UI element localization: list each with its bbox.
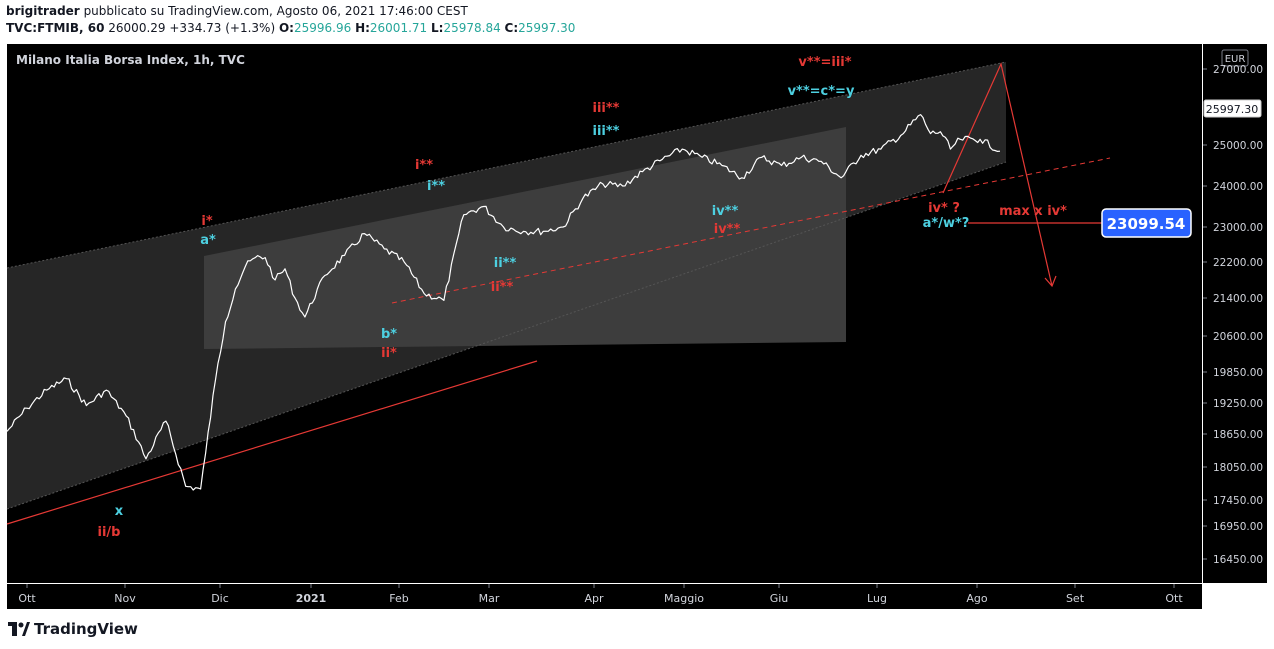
currency-box[interactable] [1221,49,1249,67]
last-price-box [1203,99,1262,118]
y-tick-label: 17450.00 [1213,495,1263,507]
wave-label-max-iv[interactable]: max x iv* [999,204,1067,219]
open-value: 25996.96 [293,21,352,35]
wave-label-ii-dstar-cyan[interactable]: ii** [494,256,517,271]
publish-info: brigitrader pubblicato su TradingView.co… [6,4,468,18]
wave-label-iv-dstar-cyan[interactable]: iv** [712,204,739,219]
wave-label-a-star[interactable]: a* [200,233,216,248]
wave-label-iv-dstar-red[interactable]: iv** [714,222,741,237]
inner-channel [204,127,846,349]
y-axis-labels: 27000.00 25000.00 24000.00 23000.00 22200.00… [1203,64,1263,566]
x-tick-label: Maggio [664,592,704,605]
y-tick-label: 16950.00 [1213,521,1263,533]
wave-label-b-star[interactable]: b* [381,327,397,342]
close-label: C: [504,21,519,35]
price-change: +334.73 (+1.3%) [169,21,276,35]
symbol-label: TVC:FTMIB, 60 [6,21,105,35]
footer-brand: TradingView [8,620,138,638]
last-price-label: 25997.30 [1206,103,1259,116]
brand-name[interactable]: TradingView [34,620,138,638]
y-tick-label: 27000.00 [1213,64,1263,76]
y-tick-label: 25000.00 [1213,140,1263,152]
wave-label-ii-star[interactable]: ii* [381,346,397,361]
x-tick-label: Ott [1165,592,1183,605]
wave-label-iii-dstar-cyan[interactable]: iii** [593,124,620,139]
y-tick-label: 18050.00 [1213,462,1263,474]
y-tick-label: 23000.00 [1213,222,1263,234]
high-label: H: [355,21,370,35]
wave-label-i-star[interactable]: i* [201,214,212,229]
x-tick-label: Dic [211,592,229,605]
x-tick-label: Lug [867,592,887,605]
wave-label-v-top-red[interactable]: v**=iii* [798,55,851,70]
last-price: 26000.29 [108,21,166,35]
wave-labels: x ii/b i* a* b* ii* i** i** ii** ii** ii… [98,55,1068,540]
currency-label: EUR [1225,54,1246,65]
wave-label-v-top-cyan[interactable]: v**=c*=y [788,84,855,99]
y-tick-label: 22200.00 [1213,257,1263,269]
open-label: O: [278,21,294,35]
chart-title: Milano Italia Borsa Index, 1h, TVC [16,53,245,67]
y-tick-label: 19250.00 [1213,398,1263,410]
publish-date: pubblicato su TradingView.com, Agosto 06… [83,4,468,18]
ohlc-bar: TVC:FTMIB, 60 26000.29 +334.73 (+1.3%) O… [6,21,575,35]
low-value: 25978.84 [443,21,501,35]
x-tick-label: Nov [114,592,136,605]
tradingview-logo-icon [8,622,30,636]
wave-label-i-dstar-red[interactable]: i** [415,158,433,173]
y-tick-label: 24000.00 [1213,181,1263,193]
target-badge[interactable] [1101,208,1192,238]
y-tick-label: 19850.00 [1213,367,1263,379]
wave-label-ii-b[interactable]: ii/b [98,525,121,540]
channel-lower-line [6,161,1007,510]
author-name[interactable]: brigitrader [6,4,80,18]
support-trendline[interactable] [6,360,538,525]
x-axis-labels: Ott Nov Dic 2021 Feb Mar Apr Maggio Giu Lug Ago Set… [18,584,1183,605]
high-value: 26001.71 [369,21,428,35]
wave-label-ii-dstar-red[interactable]: ii** [491,280,514,295]
y-tick-label: 21400.00 [1213,293,1263,305]
wave-label-i-dstar-cyan[interactable]: i** [427,179,445,194]
y-tick-label: 20600.00 [1213,331,1263,343]
projection-path[interactable] [942,62,1053,287]
x-tick-label: Set [1066,592,1085,605]
time-axis[interactable] [7,584,1202,609]
target-value: 23099.54 [1107,215,1186,233]
price-series-line [6,113,1001,491]
x-tick-label: Apr [584,592,604,605]
x-tick-label: Giu [770,592,789,605]
projection-arrow-icon [1044,275,1057,288]
y-tick-label: 16450.00 [1213,554,1263,566]
wave-label-a-w-q[interactable]: a*/w*? [923,216,970,231]
wave-label-iv-star-q[interactable]: iv* ? [928,201,960,216]
close-value: 25997.30 [518,21,576,35]
y-tick-label: 18650.00 [1213,429,1263,441]
x-tick-label: Feb [389,592,408,605]
wave-label-iii-dstar-red[interactable]: iii** [593,101,620,116]
low-label: L: [431,21,444,35]
x-tick-label: 2021 [296,592,327,605]
price-chart[interactable]: Milano Italia Borsa Index, 1h, TVC EUR 2… [0,41,1274,611]
x-tick-label: Ago [966,592,988,605]
x-tick-label: Mar [479,592,500,605]
x-tick-label: Ott [18,592,36,605]
price-axis[interactable] [1203,44,1267,583]
wave-label-x[interactable]: x [115,504,124,519]
